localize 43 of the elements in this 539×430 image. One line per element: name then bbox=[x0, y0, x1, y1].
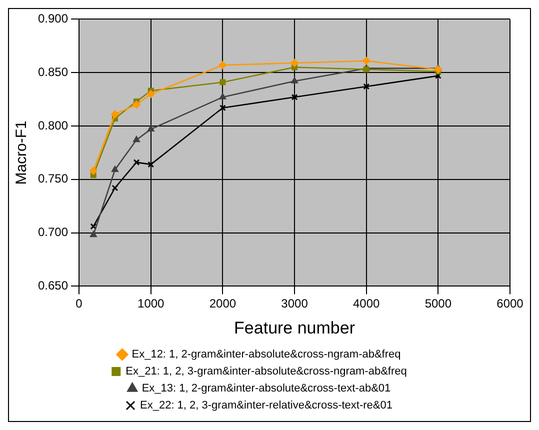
y-axis-title: Macro-F1 bbox=[13, 120, 30, 185]
point bbox=[148, 161, 154, 168]
x-tick-label: 2000 bbox=[209, 296, 236, 311]
point bbox=[112, 184, 118, 192]
legend-label: Ex_13: 1, 2-gram&inter-absolute&cross-text-ab&01 bbox=[142, 382, 391, 395]
x-tick-label: 1000 bbox=[138, 296, 165, 311]
point bbox=[219, 93, 226, 100]
legend-label: Ex_22: 1, 2, 3-gram&inter-relative&cross-text-re&01 bbox=[140, 400, 393, 412]
point bbox=[132, 136, 140, 142]
y-tick-label: 0.850 bbox=[38, 64, 68, 79]
point bbox=[219, 104, 226, 112]
point bbox=[220, 79, 226, 86]
x-tick-label: 5000 bbox=[424, 296, 452, 311]
point bbox=[89, 166, 98, 175]
point bbox=[133, 159, 140, 166]
x-tick-label: 6000 bbox=[496, 296, 524, 311]
point bbox=[434, 65, 442, 74]
x-tick-label: 3000 bbox=[281, 296, 308, 311]
y-tick-label: 0.650 bbox=[38, 278, 68, 293]
point bbox=[362, 56, 370, 65]
y-tick-label: 0.700 bbox=[38, 225, 68, 240]
point bbox=[111, 166, 118, 172]
point bbox=[110, 110, 119, 118]
point bbox=[132, 100, 140, 109]
point bbox=[90, 223, 97, 230]
y-tick-label: 0.750 bbox=[38, 172, 68, 186]
point bbox=[290, 58, 299, 67]
point bbox=[290, 77, 298, 84]
x-tick-label: 0 bbox=[76, 296, 83, 311]
point bbox=[291, 94, 298, 100]
y-tick-label: 0.800 bbox=[38, 118, 68, 132]
y-tick-label: 0.900 bbox=[38, 12, 68, 26]
point bbox=[146, 90, 155, 98]
point bbox=[363, 83, 370, 90]
point bbox=[218, 61, 227, 70]
x-tick-label: 4000 bbox=[352, 296, 380, 311]
point bbox=[434, 72, 442, 80]
point bbox=[363, 66, 370, 72]
legend-label: Ex_21: 1, 2, 3-gram&inter-absolute&cross-ngram-ab&freq bbox=[126, 366, 407, 378]
point bbox=[147, 125, 154, 132]
x-axis-title: Feature number bbox=[234, 318, 356, 338]
point bbox=[90, 230, 97, 238]
legend-label: Ex_12: 1, 2-gram&inter-absolute&cross-ngram-ab&freq bbox=[132, 348, 401, 361]
